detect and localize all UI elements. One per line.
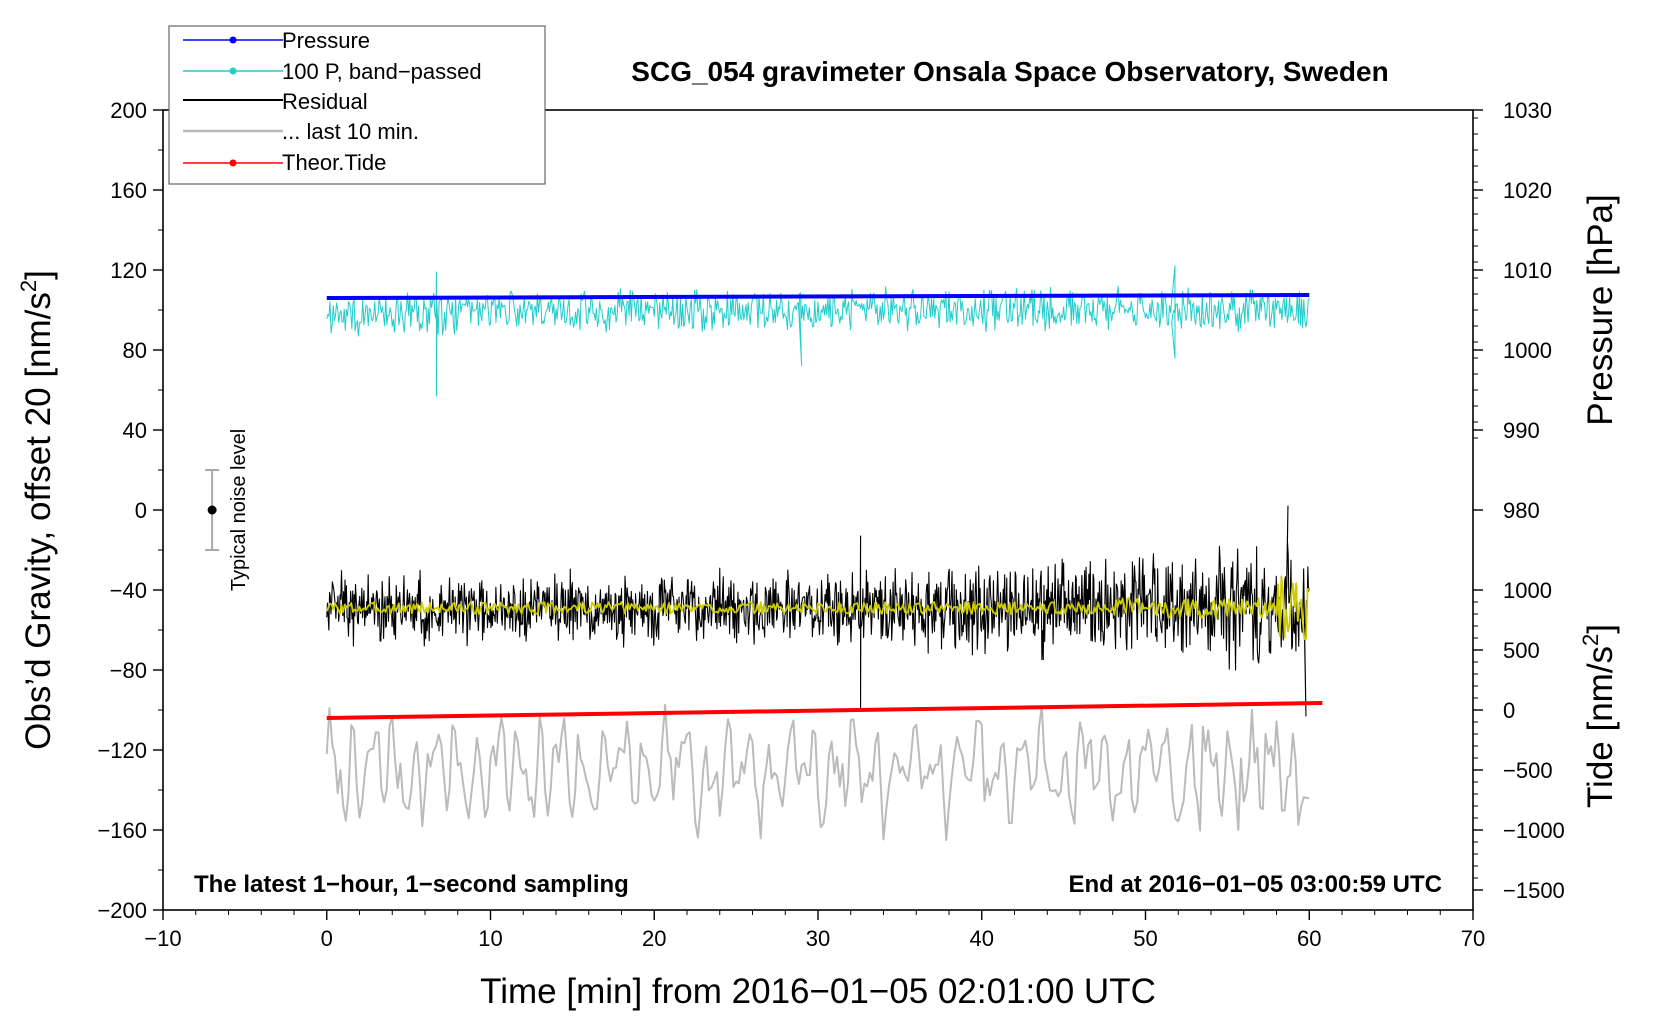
legend-label-tide: Theor.Tide: [282, 150, 386, 175]
y-left-tick-label: 40: [123, 418, 147, 443]
noise-level-indicator: Typical noise level: [205, 429, 250, 591]
legend-label-last10: ... last 10 min.: [282, 119, 419, 144]
pressure-tick-label: 1010: [1503, 258, 1552, 283]
y-left-tick-label: −80: [110, 658, 147, 683]
legend: Pressure 100 P, band−passed Residual ...…: [168, 25, 546, 185]
y-axis-label-pressure: Pressure [hPa]: [1581, 194, 1620, 426]
x-tick-label: 0: [321, 926, 333, 951]
pressure-tick-label: 990: [1503, 418, 1540, 443]
legend-marker-bandpassed: [229, 67, 237, 75]
legend-entry-pressure: Pressure: [183, 28, 370, 53]
series-last-10-min-line: [325, 703, 1310, 842]
y-left-tick-label: −160: [97, 818, 147, 843]
series-layer: [325, 265, 1323, 842]
legend-marker-tide: [229, 159, 237, 167]
noise-bar-dot: [207, 505, 217, 515]
series-residual-smoothed-line: [325, 575, 1310, 641]
y-axis-label-tide-sup: 2: [1578, 634, 1603, 646]
x-tick-label: 60: [1297, 926, 1321, 951]
y-axis-label-tide: Tide [nm/s2]: [1578, 624, 1620, 808]
legend-label-residual: Residual: [282, 89, 368, 114]
x-tick-label: 40: [970, 926, 994, 951]
chart-title: SCG_054 gravimeter Onsala Space Observat…: [631, 56, 1388, 87]
legend-entry-last10: ... last 10 min.: [183, 119, 419, 144]
annotation-bottom-left: The latest 1−hour, 1−second sampling: [194, 871, 629, 898]
y-left-tick-label: 0: [135, 498, 147, 523]
y-axis-label-tide-close: ]: [1581, 624, 1620, 634]
annotation-bottom-right: End at 2016−01−05 03:00:59 UTC: [1068, 871, 1442, 898]
y-left-tick-label: 80: [123, 338, 147, 363]
y-axis-label-tide-text: Tide [nm/s: [1581, 646, 1620, 808]
y-axis-label-left-sup: 2: [16, 280, 41, 292]
tide-tick-label: 0: [1503, 698, 1515, 723]
x-tick-label: −10: [144, 926, 181, 951]
legend-marker-pressure: [229, 36, 237, 44]
pressure-tick-label: 1020: [1503, 178, 1552, 203]
series-bandpassed-line: [326, 265, 1310, 397]
y-left-tick-label: −120: [97, 738, 147, 763]
ticks-layer: −10 0 10 20 30 40 50 60 7020016012080400−40−80−1…: [97, 98, 1564, 951]
x-tick-label: 30: [806, 926, 830, 951]
x-tick-label: 20: [642, 926, 666, 951]
legend-label-bandpassed: 100 P, band−passed: [282, 59, 482, 84]
tide-tick-label: 500: [1503, 638, 1540, 663]
pressure-tick-label: 1030: [1503, 98, 1552, 123]
x-tick-label: 10: [478, 926, 502, 951]
pressure-tick-label: 980: [1503, 498, 1540, 523]
y-axis-label-left-close: ]: [19, 270, 58, 280]
tide-tick-label: −500: [1503, 758, 1553, 783]
y-axis-label-left-text: Obs’d Gravity, offset 20 [nm/s: [19, 292, 58, 750]
legend-entry-tide: Theor.Tide: [183, 150, 386, 175]
x-tick-label: 70: [1461, 926, 1485, 951]
y-left-tick-label: −40: [110, 578, 147, 603]
y-left-tick-label: 160: [110, 178, 147, 203]
legend-entry-bandpassed: 100 P, band−passed: [183, 59, 482, 84]
y-left-tick-label: 200: [110, 98, 147, 123]
tide-tick-label: −1500: [1503, 878, 1565, 903]
legend-box: [168, 25, 546, 185]
tide-tick-label: 1000: [1503, 578, 1552, 603]
series-tide-line: [326, 701, 1323, 720]
x-axis-label: Time [min] from 2016−01−05 02:01:00 UTC: [480, 972, 1156, 1011]
pressure-tick-label: 1000: [1503, 338, 1552, 363]
y-left-tick-label: −200: [97, 898, 147, 923]
series-pressure-line: [326, 293, 1310, 300]
series-residual-line: [326, 505, 1310, 717]
legend-entry-residual: Residual: [183, 89, 368, 114]
noise-level-label: Typical noise level: [228, 429, 250, 591]
legend-label-pressure: Pressure: [282, 28, 370, 53]
tide-tick-label: −1000: [1503, 818, 1565, 843]
x-tick-label: 50: [1133, 926, 1157, 951]
y-axis-label-left: Obs’d Gravity, offset 20 [nm/s2]: [16, 270, 58, 750]
y-left-tick-label: 120: [110, 258, 147, 283]
